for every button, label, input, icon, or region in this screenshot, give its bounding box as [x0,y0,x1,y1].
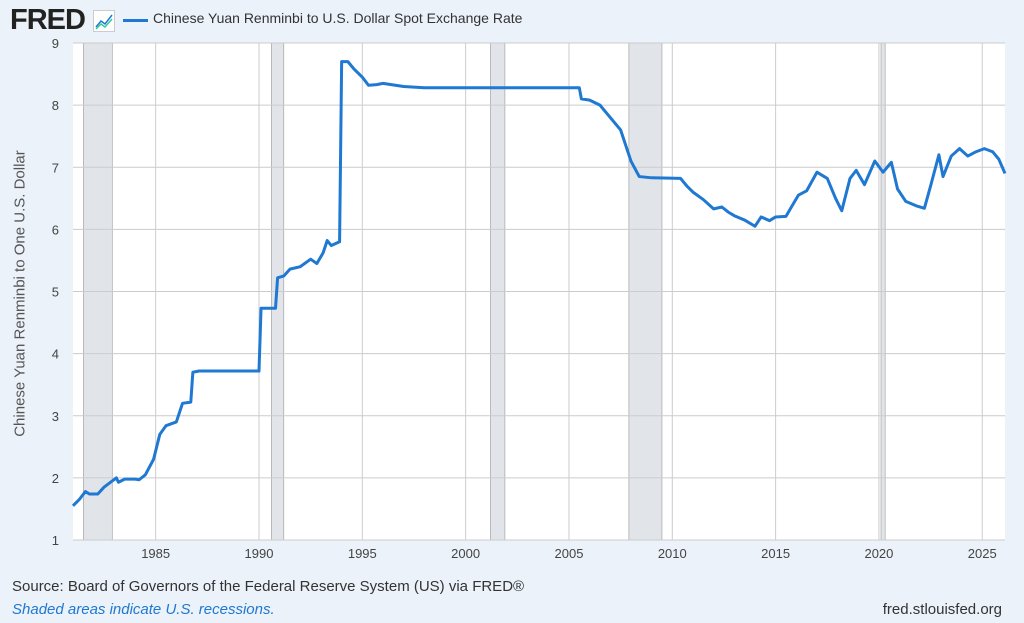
y-tick-label: 9 [52,36,59,51]
x-tick-label: 2015 [761,546,790,561]
legend-swatch [123,19,148,22]
y-tick-label: 1 [52,533,59,548]
site-link[interactable]: fred.stlouisfed.org [882,601,1002,618]
chart-title: Chinese Yuan Renminbi to U.S. Dollar Spo… [153,10,523,26]
fred-logo[interactable]: FRED [10,4,86,36]
y-tick-label: 5 [52,285,59,300]
x-tick-label: 2020 [864,546,893,561]
y-tick-label: 6 [52,222,59,237]
y-tick-label: 2 [52,471,59,486]
source-text: Source: Board of Governors of the Federa… [12,578,525,595]
x-tick-label: 2005 [555,546,584,561]
recession-note: Shaded areas indicate U.S. recessions. [12,601,275,618]
y-tick-label: 4 [52,347,59,362]
x-tick-label: 2010 [658,546,687,561]
chart-line-icon [93,10,115,32]
y-tick-label: 8 [52,98,59,113]
y-tick-label: 3 [52,409,59,424]
x-tick-label: 1990 [245,546,274,561]
x-tick-label: 2025 [968,546,997,561]
x-tick-label: 1985 [141,546,170,561]
series-line [71,60,1007,507]
y-tick-label: 7 [52,160,59,175]
x-tick-label: 2000 [451,546,480,561]
x-tick-label: 1995 [348,546,377,561]
